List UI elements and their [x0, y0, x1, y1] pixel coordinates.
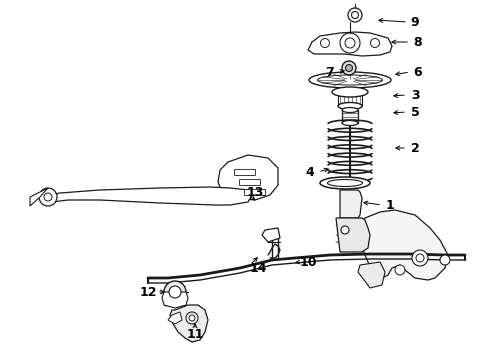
Circle shape: [342, 61, 356, 75]
Circle shape: [345, 38, 355, 48]
Circle shape: [351, 12, 359, 18]
Ellipse shape: [320, 177, 370, 189]
Polygon shape: [170, 305, 208, 342]
Ellipse shape: [342, 108, 358, 112]
Text: 13: 13: [246, 185, 264, 198]
Circle shape: [395, 265, 405, 275]
Polygon shape: [360, 210, 448, 280]
Polygon shape: [340, 190, 362, 218]
Text: 4: 4: [306, 166, 315, 179]
Text: 6: 6: [414, 66, 422, 78]
Text: 11: 11: [186, 328, 204, 342]
Circle shape: [164, 281, 186, 303]
Circle shape: [44, 193, 52, 201]
Circle shape: [370, 39, 379, 48]
Text: 1: 1: [386, 198, 394, 212]
Circle shape: [320, 39, 329, 48]
Polygon shape: [342, 110, 358, 123]
Circle shape: [340, 33, 360, 53]
Circle shape: [348, 8, 362, 22]
Text: 2: 2: [411, 141, 419, 154]
Text: 9: 9: [411, 15, 419, 28]
FancyBboxPatch shape: [245, 189, 266, 195]
Text: 14: 14: [249, 261, 267, 275]
Ellipse shape: [309, 72, 391, 88]
Polygon shape: [168, 312, 182, 324]
Polygon shape: [358, 262, 385, 288]
Polygon shape: [336, 218, 370, 252]
Circle shape: [189, 315, 195, 321]
Polygon shape: [218, 155, 278, 200]
Text: 7: 7: [326, 66, 334, 78]
Circle shape: [169, 286, 181, 298]
Circle shape: [440, 255, 450, 265]
FancyBboxPatch shape: [235, 170, 255, 176]
Polygon shape: [338, 92, 362, 106]
Polygon shape: [262, 228, 280, 242]
Circle shape: [416, 254, 424, 262]
Circle shape: [345, 64, 352, 72]
Ellipse shape: [342, 121, 358, 126]
Text: 3: 3: [411, 89, 419, 102]
FancyBboxPatch shape: [240, 180, 261, 185]
Ellipse shape: [338, 103, 362, 109]
Circle shape: [341, 226, 349, 234]
Text: 5: 5: [411, 105, 419, 118]
Circle shape: [186, 312, 198, 324]
Polygon shape: [40, 187, 252, 205]
Ellipse shape: [332, 87, 368, 97]
Text: 10: 10: [299, 256, 317, 269]
Polygon shape: [30, 188, 48, 206]
Polygon shape: [308, 32, 392, 56]
Text: 8: 8: [414, 36, 422, 49]
Text: 12: 12: [139, 285, 157, 298]
Circle shape: [412, 250, 428, 266]
Polygon shape: [162, 292, 188, 308]
Circle shape: [39, 188, 57, 206]
